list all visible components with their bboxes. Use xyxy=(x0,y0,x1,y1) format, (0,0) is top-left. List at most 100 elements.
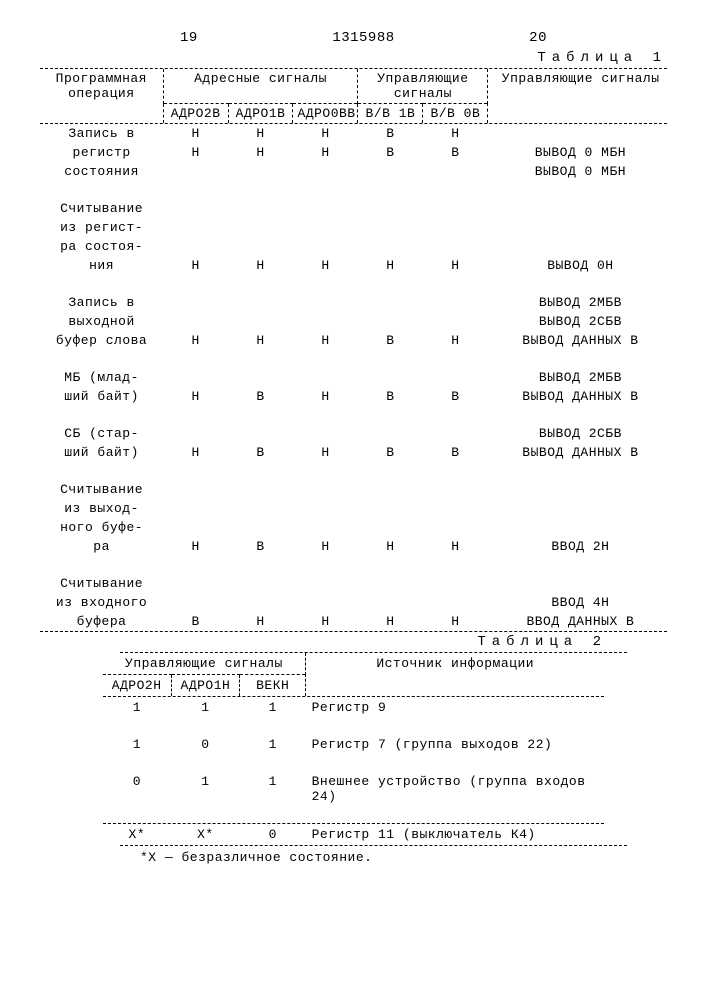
cell-addr xyxy=(163,499,228,518)
cell-ctrl xyxy=(358,593,423,612)
cell-ctrl: В xyxy=(423,443,488,462)
table-row: регистрНННВВВЫВОД 0 МБН xyxy=(40,143,667,162)
cell-output xyxy=(488,499,667,518)
cell-ctrl: Н xyxy=(358,612,423,631)
cell-ctrl: Н xyxy=(358,256,423,275)
table-row: из регист- xyxy=(40,218,667,237)
cell-addr xyxy=(163,574,228,593)
cell-addr xyxy=(163,518,228,537)
th-t2-col-1: АДРО1Н xyxy=(171,675,240,697)
cell-addr: Н xyxy=(228,331,293,350)
cell-output xyxy=(488,124,667,143)
cell-ctrl xyxy=(423,293,488,312)
cell-operation: из входного xyxy=(40,593,163,612)
cell-operation: состояния xyxy=(40,162,163,181)
cell-signal: 0 xyxy=(240,824,306,845)
table-row: СБ (стар-ВЫВОД 2СБВ xyxy=(40,424,667,443)
cell-addr xyxy=(293,218,358,237)
th-t2-col-0: АДРО2Н xyxy=(103,675,171,697)
cell-operation: МБ (млад- xyxy=(40,368,163,387)
cell-ctrl: В xyxy=(423,387,488,406)
cell-source: Внешнее устройство (группа входов 24) xyxy=(306,771,605,807)
cell-ctrl xyxy=(423,424,488,443)
table-row: ший байт)НВНВВВЫВОД ДАННЫХ В xyxy=(40,443,667,462)
th-addr-col-0: АДРО2В xyxy=(163,104,228,124)
cell-ctrl: Н xyxy=(423,612,488,631)
cell-operation: СБ (стар- xyxy=(40,424,163,443)
table-row: выходнойВЫВОД 2СБВ xyxy=(40,312,667,331)
cell-ctrl xyxy=(423,480,488,499)
cell-ctrl xyxy=(358,293,423,312)
cell-ctrl xyxy=(358,574,423,593)
cell-addr xyxy=(293,499,358,518)
cell-addr xyxy=(228,293,293,312)
table-row: МБ (млад- ВЫВОД 2МБВ xyxy=(40,368,667,387)
cell-output: ВЫВОД 0Н xyxy=(488,256,667,275)
cell-ctrl: Н xyxy=(423,331,488,350)
cell-output: ВЫВОД ДАННЫХ В xyxy=(488,331,667,350)
cell-addr xyxy=(293,518,358,537)
cell-output xyxy=(488,237,667,256)
cell-addr: Н xyxy=(293,387,358,406)
cell-addr xyxy=(293,368,358,387)
th-ctrl-signals: Управляющие сигналы xyxy=(358,69,488,104)
cell-source: Регистр 9 xyxy=(306,697,605,718)
cell-ctrl xyxy=(358,480,423,499)
cell-output xyxy=(488,480,667,499)
cell-addr xyxy=(163,593,228,612)
cell-ctrl xyxy=(358,368,423,387)
cell-ctrl xyxy=(358,518,423,537)
table2-label: Таблица 2 xyxy=(40,634,667,650)
table2-footnote: *Х — безразличное состояние. xyxy=(140,850,667,865)
cell-ctrl: В xyxy=(423,143,488,162)
cell-operation: буфер слова xyxy=(40,331,163,350)
cell-addr: Н xyxy=(293,124,358,143)
cell-ctrl xyxy=(423,574,488,593)
cell-addr xyxy=(228,480,293,499)
cell-addr xyxy=(228,162,293,181)
cell-addr xyxy=(228,593,293,612)
cell-output: ВЫВОД 2МБВ xyxy=(488,293,667,312)
cell-addr: В xyxy=(228,387,293,406)
cell-addr: Н xyxy=(163,256,228,275)
cell-ctrl xyxy=(423,499,488,518)
cell-ctrl xyxy=(423,593,488,612)
cell-ctrl xyxy=(423,162,488,181)
cell-operation: Считывание xyxy=(40,199,163,218)
table1: Программная операция Адресные сигналы Уп… xyxy=(40,69,667,631)
divider xyxy=(120,845,627,846)
cell-addr xyxy=(293,574,358,593)
cell-ctrl: Н xyxy=(423,256,488,275)
cell-output: ВЫВОД 2МБВ xyxy=(488,368,667,387)
cell-operation: ного буфе- xyxy=(40,518,163,537)
table-row: Считывание xyxy=(40,480,667,499)
th-operation: Программная операция xyxy=(40,69,163,123)
cell-signal: 0 xyxy=(171,734,240,755)
cell-addr: Н xyxy=(228,143,293,162)
cell-addr xyxy=(293,237,358,256)
cell-operation: ния xyxy=(40,256,163,275)
table-row: 111Регистр 9 xyxy=(103,697,605,718)
cell-addr xyxy=(228,424,293,443)
table-row: состоянияВЫВОД 0 МБН xyxy=(40,162,667,181)
cell-output xyxy=(488,574,667,593)
cell-addr xyxy=(228,574,293,593)
cell-addr xyxy=(228,499,293,518)
cell-output: ВЫВОД 0 МБН xyxy=(488,143,667,162)
cell-addr: Н xyxy=(163,443,228,462)
th-addr-col-1: АДРО1В xyxy=(228,104,293,124)
cell-addr: В xyxy=(228,443,293,462)
th-addr-signals: Адресные сигналы xyxy=(163,69,358,104)
cell-operation: Запись в xyxy=(40,124,163,143)
cell-addr: Н xyxy=(163,387,228,406)
cell-addr xyxy=(163,218,228,237)
cell-ctrl xyxy=(358,312,423,331)
table-row: 011Внешнее устройство (группа входов 24) xyxy=(103,771,605,807)
cell-signal: 0 xyxy=(103,771,171,807)
cell-signal: Х* xyxy=(103,824,171,845)
cell-signal: 1 xyxy=(103,697,171,718)
cell-addr xyxy=(163,480,228,499)
cell-addr: Н xyxy=(293,443,358,462)
cell-operation: из выход- xyxy=(40,499,163,518)
th-ctrl-col-0: В/В 1В xyxy=(358,104,423,124)
